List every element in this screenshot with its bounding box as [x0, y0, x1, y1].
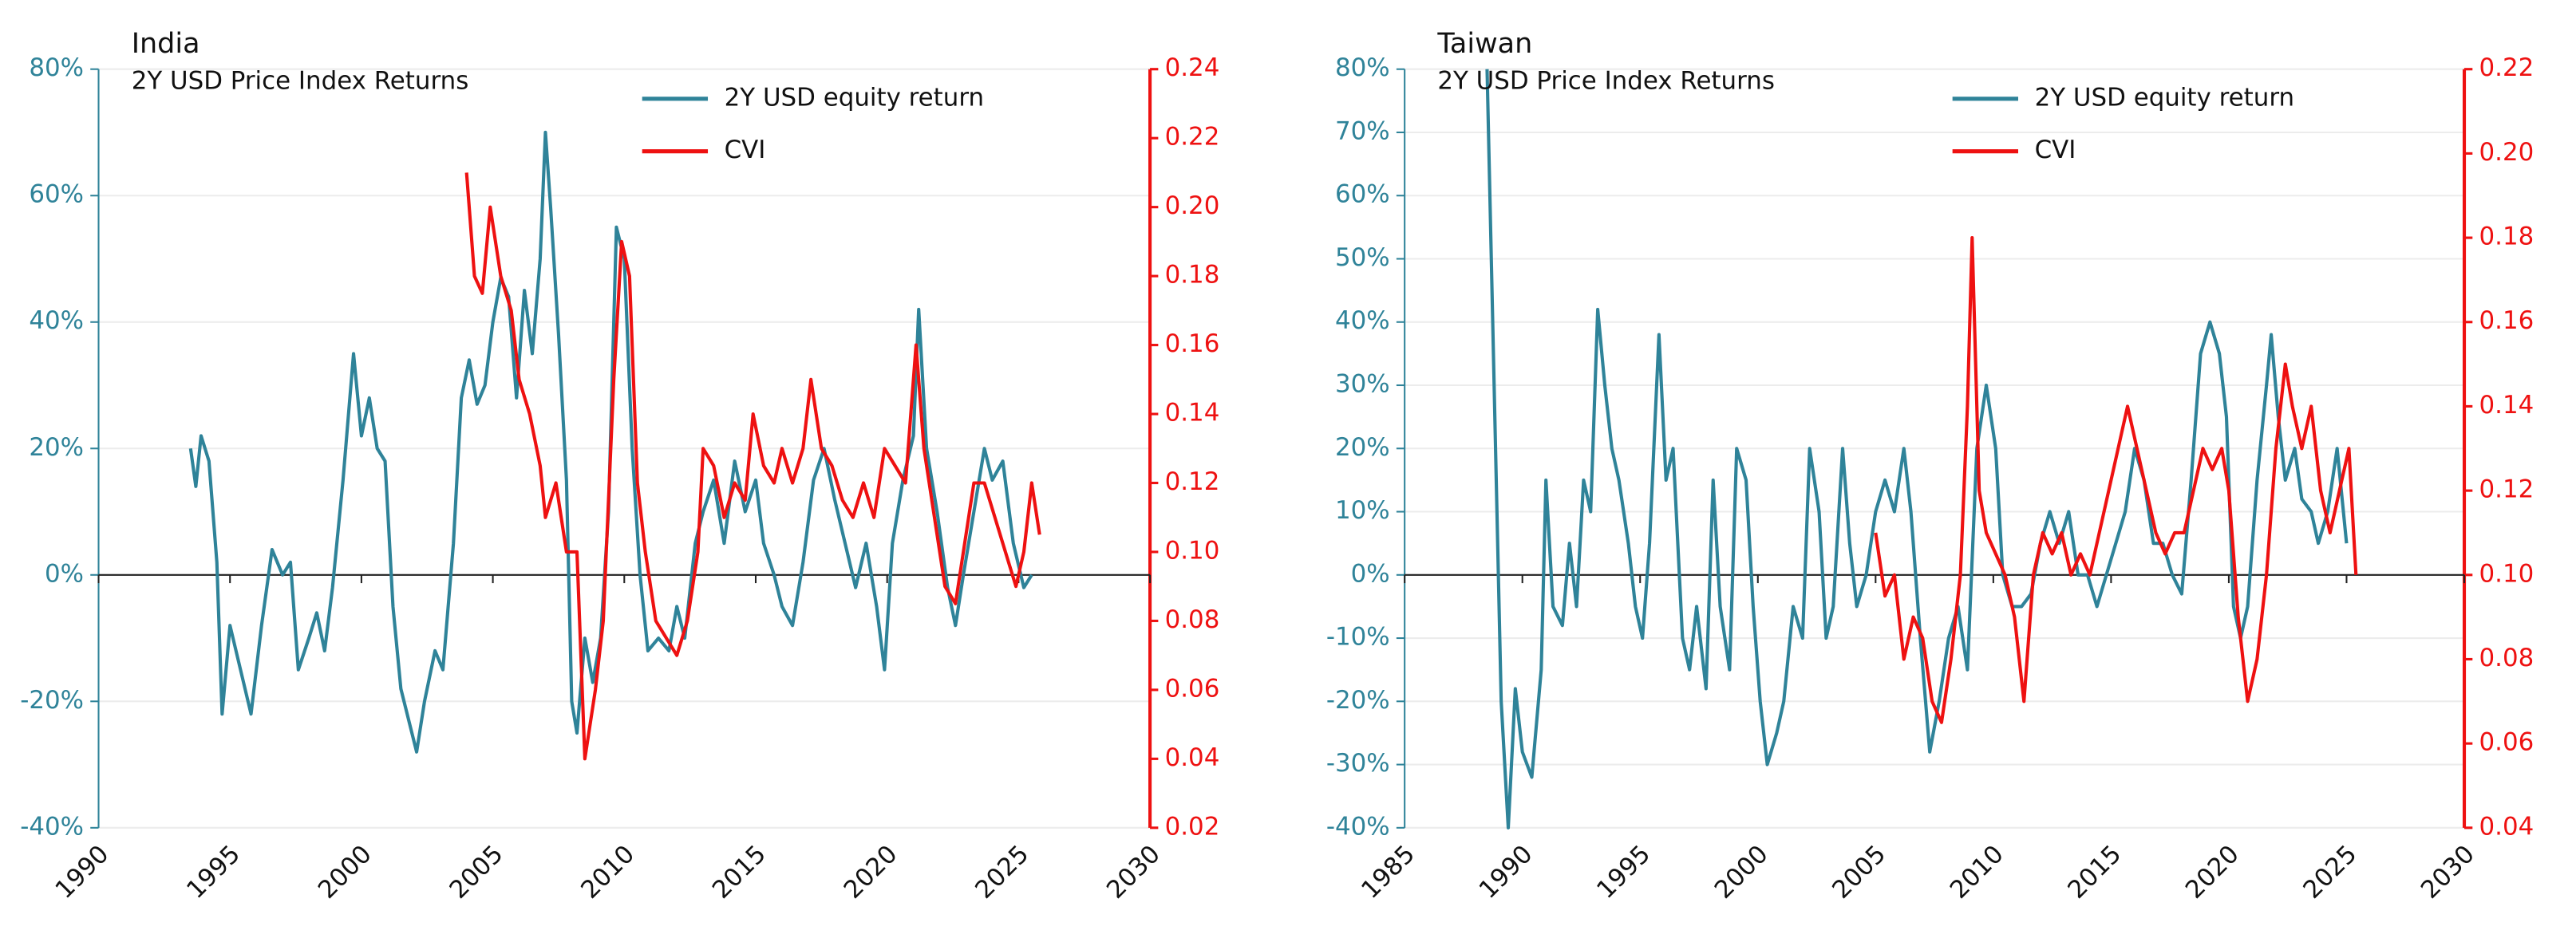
- chart-title: India: [132, 28, 200, 60]
- y2-tick-label: 0.18: [1165, 261, 1220, 290]
- x-tick-label: 1995: [1591, 840, 1656, 905]
- y-tick-label: 40%: [29, 306, 84, 335]
- legend-label: CVI: [2035, 136, 2076, 164]
- x-tick-label: 2020: [839, 840, 903, 905]
- x-tick-label: 2005: [444, 840, 508, 905]
- y-tick-label: -40%: [1326, 812, 1390, 841]
- y2-tick-label: 0.16: [2479, 306, 2535, 335]
- series-line: [1874, 236, 2358, 724]
- legend-label: CVI: [725, 136, 766, 164]
- x-tick-label: 2020: [2180, 840, 2245, 905]
- y2-tick-label: 0.06: [1165, 674, 1220, 703]
- series-line: [464, 172, 1041, 761]
- legend-label: 2Y USD equity return: [2035, 83, 2294, 112]
- x-tick-label: 2010: [575, 840, 640, 905]
- y2-tick-label: 0.10: [1165, 536, 1220, 565]
- x-tick-label: 2030: [2416, 840, 2480, 905]
- y2-tick-label: 0.04: [1165, 743, 1220, 772]
- x-tick-label: 2025: [2297, 840, 2362, 905]
- y-tick-label: 80%: [1335, 53, 1390, 82]
- y-tick-label: 10%: [1335, 496, 1390, 525]
- y-tick-label: 80%: [29, 53, 84, 82]
- y-tick-label: 50%: [1335, 243, 1390, 272]
- y2-tick-label: 0.06: [2479, 728, 2535, 757]
- y2-tick-label: 0.18: [2479, 223, 2535, 251]
- legend-label: 2Y USD equity return: [725, 83, 984, 112]
- y2-tick-label: 0.24: [1165, 53, 1220, 82]
- x-tick-label: 2025: [970, 840, 1034, 905]
- x-tick-label: 1995: [181, 840, 246, 905]
- x-tick-label: 2000: [1709, 840, 1774, 905]
- y-tick-label: 0%: [45, 559, 84, 588]
- x-tick-label: 2015: [2062, 840, 2127, 905]
- y2-tick-label: 0.10: [2479, 559, 2535, 588]
- y-tick-label: 0%: [1351, 559, 1390, 588]
- y2-tick-label: 0.08: [2479, 644, 2535, 672]
- y-tick-label: 20%: [29, 433, 84, 462]
- y2-tick-label: 0.16: [1165, 329, 1220, 358]
- y2-tick-label: 0.22: [1165, 123, 1220, 152]
- y-tick-label: 40%: [1335, 306, 1390, 335]
- y2-tick-label: 0.04: [2479, 812, 2535, 841]
- y-tick-label: 60%: [1335, 180, 1390, 209]
- y-tick-label: 20%: [1335, 433, 1390, 462]
- x-tick-label: 1985: [1356, 840, 1420, 905]
- x-tick-label: 2010: [1945, 840, 2009, 905]
- y2-tick-label: 0.14: [2479, 391, 2535, 420]
- x-tick-label: 2015: [707, 840, 772, 905]
- y2-tick-label: 0.20: [1165, 191, 1220, 220]
- y-tick-label: -40%: [20, 812, 84, 841]
- y2-tick-label: 0.14: [1165, 399, 1220, 428]
- y2-tick-label: 0.08: [1165, 605, 1220, 634]
- y2-tick-label: 0.22: [2479, 53, 2535, 82]
- y-tick-label: -10%: [1326, 623, 1390, 652]
- series-line: [1485, 69, 2349, 830]
- y-tick-label: 70%: [1335, 116, 1390, 145]
- y-tick-label: -20%: [1326, 686, 1390, 715]
- x-tick-label: 2005: [1827, 840, 1891, 905]
- chart-subtitle: 2Y USD Price Index Returns: [132, 67, 469, 96]
- y-tick-label: -30%: [1326, 749, 1390, 778]
- x-tick-label: 1990: [49, 840, 114, 905]
- y2-tick-label: 0.20: [2479, 138, 2535, 167]
- y-tick-label: 60%: [29, 180, 84, 209]
- chart-subtitle: 2Y USD Price Index Returns: [1437, 67, 1775, 96]
- x-tick-label: 2030: [1101, 840, 1166, 905]
- y2-tick-label: 0.12: [2479, 475, 2535, 504]
- y2-tick-label: 0.12: [1165, 467, 1220, 496]
- y-tick-label: 30%: [1335, 370, 1390, 399]
- y-tick-label: -20%: [20, 686, 84, 715]
- x-tick-label: 2000: [313, 840, 377, 905]
- y2-tick-label: 0.02: [1165, 812, 1220, 841]
- chart-title: Taiwan: [1436, 28, 1532, 60]
- x-tick-label: 1990: [1474, 840, 1539, 905]
